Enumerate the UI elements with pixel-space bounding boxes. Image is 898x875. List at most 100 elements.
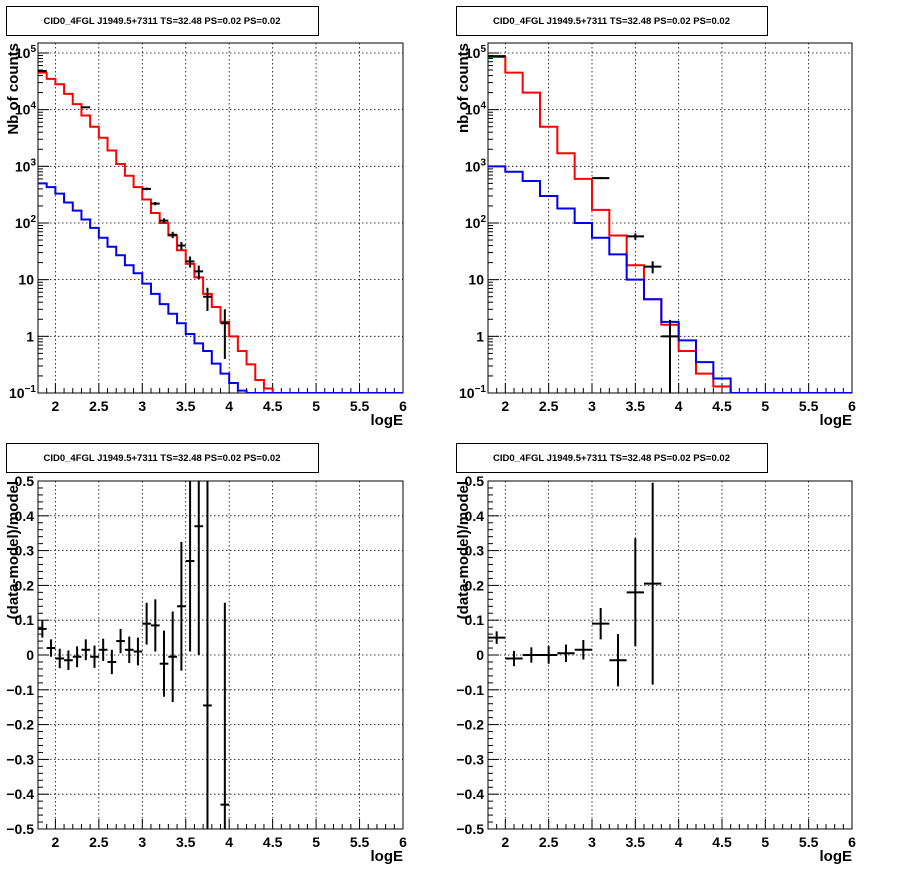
data-point (592, 608, 610, 640)
data-point (168, 231, 178, 239)
x-tick-label: 4 (225, 398, 233, 414)
x-tick-label: 6 (848, 398, 856, 414)
title-box (6, 443, 319, 473)
y-tick-label: 0.4 (15, 508, 35, 524)
data-point (522, 647, 540, 663)
data-point (124, 636, 134, 664)
data-point (644, 482, 662, 685)
chart-panel-4: CID0_4FGL J1949.5+7311 TS=32.48 PS=0.02 … (455, 443, 856, 865)
data-point (159, 218, 169, 224)
y-tick-label: 0.3 (15, 543, 35, 559)
data-point (220, 602, 230, 829)
data-point (142, 187, 151, 191)
data-point (72, 646, 82, 668)
y-tick-label: −0.2 (456, 717, 484, 733)
data-point (644, 261, 662, 274)
series-layer (488, 482, 662, 687)
y-tick-label: −0.2 (6, 717, 34, 733)
title-box (456, 443, 768, 473)
y-tick-label: 104 (465, 101, 487, 118)
y-tick-label: 0 (26, 647, 34, 663)
series-layer (38, 70, 403, 393)
y-tick-label: 0.1 (465, 612, 485, 628)
title-box (6, 6, 319, 36)
x-tick-label: 2.5 (539, 834, 559, 850)
chart-panel-1: CID0_4FGL J1949.5+7311 TS=32.48 PS=0.02 … (5, 6, 407, 429)
x-tick-label: 5 (761, 398, 769, 414)
y-axis-label: (data-model)/model (5, 481, 22, 619)
x-ticks (37, 383, 404, 393)
x-tick-label: 3.5 (626, 834, 646, 850)
y-ticks (38, 52, 49, 394)
data-point (540, 646, 558, 664)
y-tick-label: 0.5 (465, 473, 485, 489)
data-point (488, 631, 506, 644)
data-point (574, 640, 592, 660)
data-point (557, 644, 575, 662)
x-tick-label: 3.5 (626, 398, 646, 414)
histogram-series-2 (488, 165, 852, 393)
series-layer (488, 55, 852, 393)
y-tick-label: 102 (15, 214, 37, 231)
plot-frame (37, 42, 404, 394)
x-ticks (37, 819, 404, 829)
y-tick-label: −0.3 (6, 751, 34, 767)
chart-panel-3: CID0_4FGL J1949.5+7311 TS=32.48 PS=0.02 … (5, 443, 407, 865)
x-tick-label: 3.5 (176, 834, 196, 850)
x-tick-label: 4 (675, 398, 683, 414)
data-point (150, 599, 160, 652)
data-point (203, 287, 212, 311)
histogram-series-2 (38, 182, 403, 393)
x-tick-label: 4.5 (712, 398, 732, 414)
data-point (661, 319, 679, 393)
x-axis-label: logE (820, 848, 853, 865)
y-tick-label: −0.3 (456, 751, 484, 767)
data-point (626, 233, 644, 240)
data-point (194, 265, 204, 279)
grid (38, 481, 403, 829)
y-tick-label: 104 (15, 101, 37, 118)
data-point (592, 177, 610, 180)
data-point (116, 628, 125, 654)
y-axis-label: Nb of counts (5, 43, 22, 135)
y-tick-label: 0.4 (465, 508, 485, 524)
data-point (46, 639, 56, 657)
y-tick-label: 105 (15, 44, 37, 61)
series-layer (38, 481, 230, 829)
x-tick-label: 6 (399, 398, 407, 414)
data-point (107, 649, 117, 675)
chart-title: CID0_4FGL J1949.5+7311 TS=32.48 PS=0.02 … (493, 453, 730, 464)
x-axis-label: logE (820, 412, 853, 429)
y-tick-label: −0.4 (456, 786, 484, 802)
y-tick-label: 0.3 (465, 543, 485, 559)
y-tick-label: −0.1 (456, 682, 484, 698)
data-point (626, 538, 644, 647)
data-point (609, 634, 627, 687)
x-tick-label: 5 (312, 398, 320, 414)
title-box (456, 6, 768, 36)
data-point (220, 309, 230, 359)
y-tick-label: 1 (476, 328, 484, 344)
data-point (194, 481, 204, 655)
x-tick-label: 2 (501, 398, 509, 414)
data-point (98, 638, 108, 661)
data-point (177, 541, 186, 671)
plot-frame (37, 480, 404, 830)
x-tick-label: 4.5 (263, 834, 283, 850)
x-tick-label: 5 (761, 834, 769, 850)
x-tick-label: 2 (51, 398, 59, 414)
data-point (142, 602, 151, 645)
chart-panel-2: CID0_4FGL J1949.5+7311 TS=32.48 PS=0.02 … (455, 6, 856, 429)
y-ticks (38, 480, 49, 830)
data-point (64, 650, 73, 670)
y-tick-label: 10−1 (459, 384, 486, 401)
y-tick-label: −0.1 (6, 682, 34, 698)
x-tick-label: 2.5 (539, 398, 559, 414)
x-axis-label: logE (371, 848, 404, 865)
data-point (505, 650, 523, 667)
y-tick-label: 0.2 (15, 577, 35, 593)
y-tick-label: 0.1 (15, 612, 35, 628)
x-tick-label: 5 (312, 834, 320, 850)
x-tick-label: 3 (138, 398, 146, 414)
y-tick-label: 0.2 (465, 577, 485, 593)
